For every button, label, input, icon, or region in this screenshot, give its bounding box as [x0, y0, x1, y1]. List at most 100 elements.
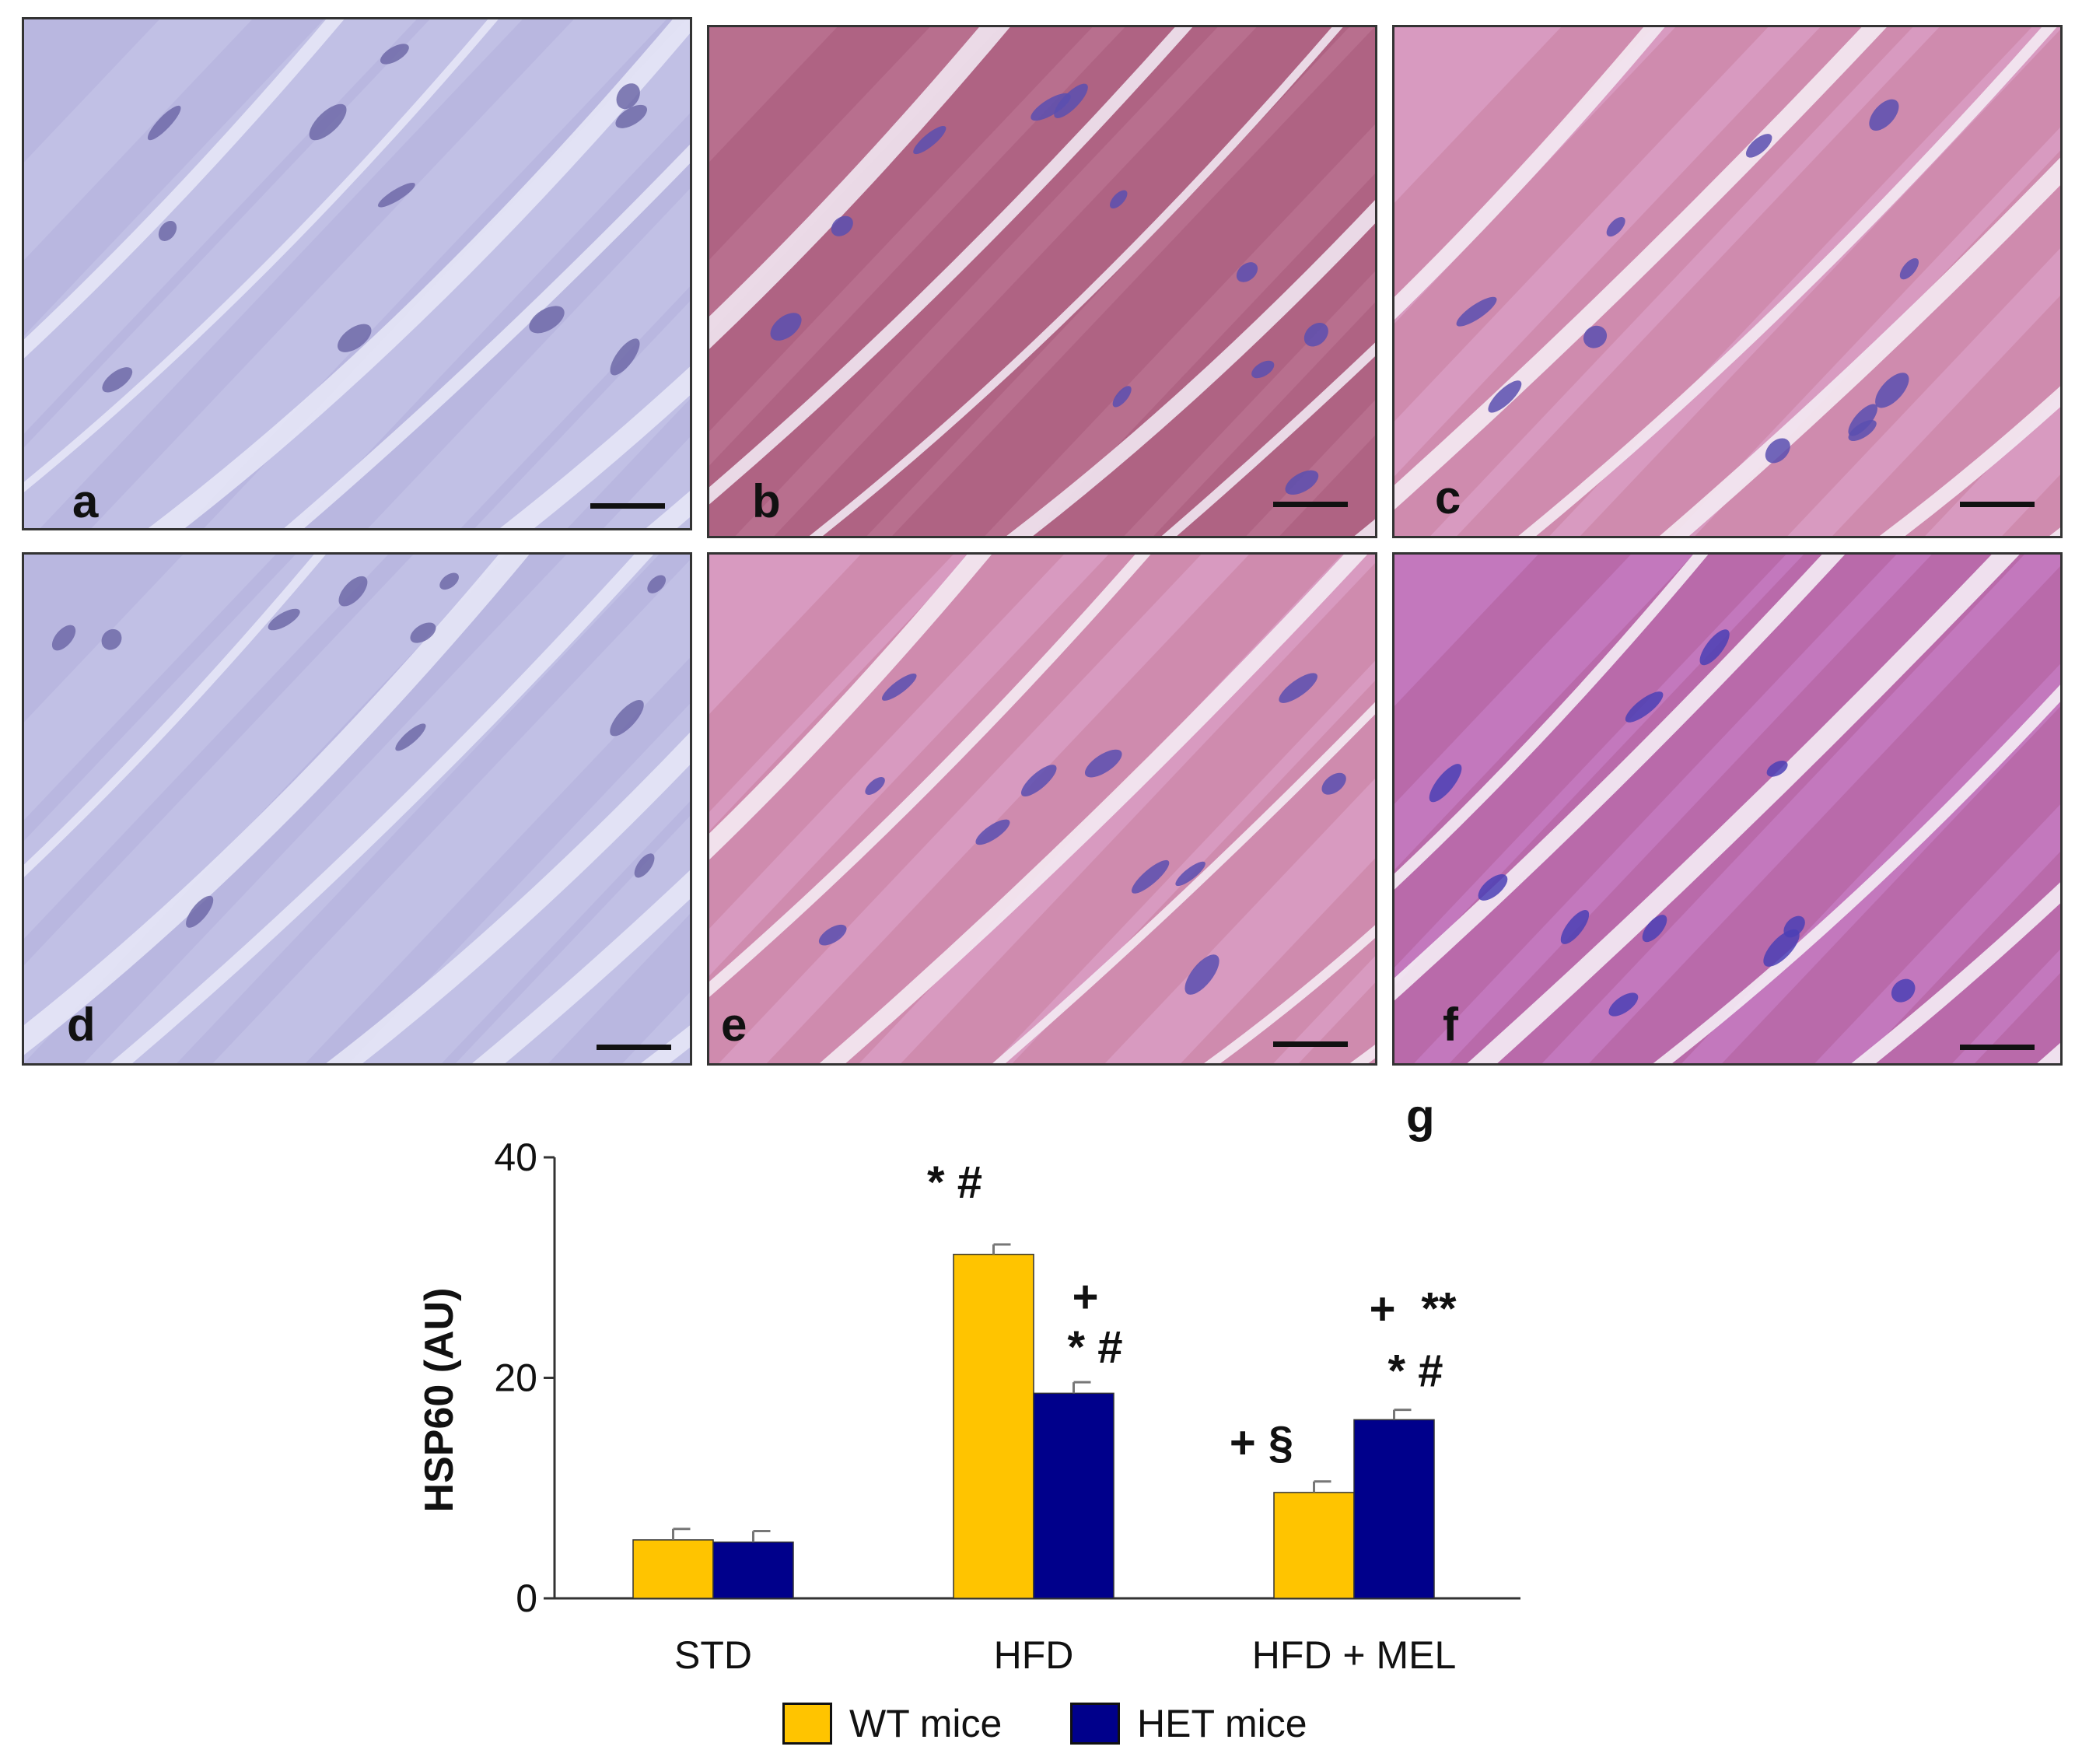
cell-nucleus [865, 777, 885, 795]
bar-het-0 [712, 1541, 794, 1599]
muscle-fiber [709, 27, 1093, 432]
muscle-fiber [709, 27, 930, 260]
panel-label-e: e [721, 999, 747, 1051]
cell-nucleus [1251, 360, 1275, 379]
micrograph-panel-b: b [707, 25, 1377, 538]
cell-nucleus [1745, 134, 1772, 158]
y-tick-label: 20 [494, 1356, 537, 1400]
cell-nucleus [186, 895, 214, 928]
cell-nucleus [1184, 954, 1219, 995]
y-axis-label: HSP60 (AU) [417, 1288, 462, 1513]
muscle-fiber [1279, 435, 1375, 536]
muscle-fiber [1394, 555, 1897, 1063]
panel-label-a: a [72, 475, 99, 527]
cell-nucleus [1285, 470, 1319, 495]
bar-het-1 [1033, 1392, 1114, 1599]
muscle-fiber [1394, 555, 1786, 968]
cell-nucleus [1848, 419, 1877, 441]
interstitial-gap [284, 144, 690, 528]
interstitial-gap [709, 27, 1010, 349]
significance-mark: + § [1230, 1418, 1293, 1468]
cell-nucleus [818, 924, 847, 946]
chart-annotations: * #+* #+ §+ *** # [927, 1157, 1457, 1468]
cell-nucleus [616, 83, 640, 110]
interstitial-gap [1394, 27, 1665, 320]
muscle-fiber [24, 555, 276, 821]
cell-nucleus [913, 125, 947, 155]
muscle-fiber [474, 301, 690, 528]
x-tick-label: HFD [994, 1633, 1074, 1677]
cell-nucleus [395, 723, 426, 751]
interstitial-gap [1161, 342, 1375, 536]
cell-nucleus [1054, 83, 1088, 118]
significance-mark: * # [927, 1157, 982, 1208]
significance-mark: + [1370, 1284, 1396, 1335]
cell-nucleus [647, 575, 667, 593]
interstitial-gap [819, 555, 1368, 1063]
cell-nucleus [338, 324, 372, 352]
muscle-fiber [368, 188, 690, 528]
cell-nucleus [1031, 93, 1071, 121]
panel-label-b: b [752, 475, 781, 527]
muscle-fiber [24, 19, 523, 528]
cell-nucleus [831, 215, 853, 236]
interstitial-gap [1851, 882, 2060, 1063]
cell-nucleus [410, 622, 436, 643]
cell-nucleus [102, 367, 133, 393]
muscle-fiber [1580, 30, 2060, 536]
muscle-fiber [774, 27, 1349, 536]
scale-bar-f [1960, 1045, 2035, 1050]
micrograph-image-c [1394, 27, 2060, 536]
cell-nucleus [1699, 629, 1730, 666]
cell-nucleus [615, 104, 648, 128]
x-tick-label: STD [674, 1633, 752, 1677]
cell-nucleus [1456, 296, 1497, 327]
cell-nucleus [51, 625, 76, 651]
micrograph-panel-c: c [1392, 25, 2063, 538]
cell-nucleus [1303, 322, 1328, 347]
significance-mark: * # [1388, 1346, 1443, 1397]
cell-nucleus [1020, 765, 1057, 797]
interstitial-gap [1653, 684, 2060, 1063]
muscle-fiber [348, 703, 690, 1063]
micrograph-image-d [24, 555, 690, 1063]
muscle-fiber [892, 27, 1375, 536]
muscle-fiber [709, 555, 1064, 929]
interstitial-gap [326, 732, 690, 1063]
cell-nucleus [1763, 929, 1800, 967]
muscle-fiber [1394, 27, 1913, 536]
cell-nucleus [1131, 859, 1170, 894]
significance-mark: * # [1068, 1322, 1123, 1373]
bar-wt-2 [1273, 1492, 1355, 1599]
legend-label-wt: WT mice [849, 1702, 1003, 1745]
interstitial-gap [1518, 27, 2057, 536]
interstitial-gap [499, 366, 690, 528]
interstitial-gap [1467, 555, 2020, 1063]
legend-label-het: HET mice [1137, 1702, 1307, 1745]
chart-bars: STD HFD HFD + MEL [632, 1243, 1456, 1677]
bar-wt-0 [632, 1539, 714, 1599]
cell-nucleus [1488, 380, 1522, 413]
cell-nucleus [634, 853, 655, 878]
cell-nucleus [377, 182, 415, 208]
cell-nucleus [1175, 861, 1205, 887]
cell-nucleus [338, 576, 368, 607]
cell-nucleus [975, 819, 1010, 845]
interstitial-gap [1394, 555, 1709, 890]
cell-nucleus [1279, 673, 1317, 703]
micrograph-panel-a: a [22, 17, 692, 530]
significance-mark: + [1072, 1272, 1099, 1322]
cell-nucleus [1236, 262, 1258, 282]
cell-nucleus [770, 313, 802, 341]
legend-swatch-het [1070, 1703, 1120, 1745]
scale-bar-a [590, 503, 665, 509]
significance-mark: ** [1421, 1284, 1457, 1335]
cell-nucleus [380, 44, 409, 65]
cell-nucleus [309, 103, 347, 141]
cell-nucleus [1583, 325, 1608, 348]
cell-nucleus [1766, 761, 1788, 777]
scale-bar-b [1273, 502, 1348, 507]
cell-nucleus [1321, 772, 1346, 795]
interstitial-gap [24, 555, 530, 1055]
muscle-fiber [1457, 27, 2032, 536]
